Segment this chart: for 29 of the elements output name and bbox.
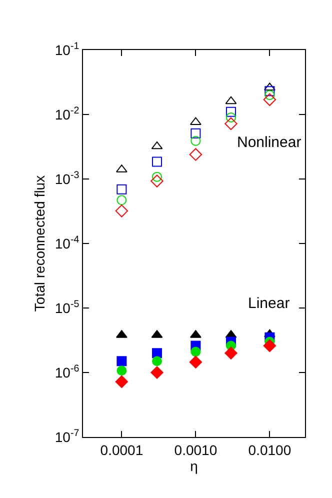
x-tick-label: 0.0010 bbox=[174, 442, 218, 458]
y-tick-label: 10$^{-1}$ bbox=[54, 41, 80, 58]
point bbox=[263, 339, 276, 352]
x-axis-title: η bbox=[190, 458, 198, 474]
y-tick-label: 10$^{-4}$ bbox=[54, 234, 80, 252]
point bbox=[189, 356, 202, 368]
point bbox=[190, 136, 201, 146]
point bbox=[116, 184, 127, 194]
point bbox=[190, 346, 201, 357]
annotation: Linear bbox=[248, 295, 290, 312]
y-tick-label: 10$^{-7}$ bbox=[54, 428, 80, 445]
point bbox=[115, 375, 128, 388]
point bbox=[115, 204, 128, 218]
x-tick-label: 0.0100 bbox=[248, 442, 292, 458]
point bbox=[263, 93, 276, 106]
point bbox=[116, 356, 127, 366]
annotation: Nonlinear bbox=[237, 134, 302, 151]
point bbox=[264, 90, 275, 100]
point bbox=[116, 195, 127, 206]
point bbox=[190, 128, 201, 138]
y-tick-label: 10$^{-6}$ bbox=[54, 364, 80, 380]
y-tick-label: 10$^{-2}$ bbox=[54, 106, 80, 122]
y-axis-title: Total reconnected flux bbox=[32, 175, 48, 312]
point bbox=[116, 366, 127, 376]
y-tick-label: 10$^{-3}$ bbox=[54, 170, 80, 187]
point bbox=[264, 86, 275, 96]
x-tick-label: 0.0001 bbox=[100, 442, 144, 458]
point bbox=[189, 148, 202, 161]
y-tick-label: 10$^{-5}$ bbox=[54, 299, 80, 316]
